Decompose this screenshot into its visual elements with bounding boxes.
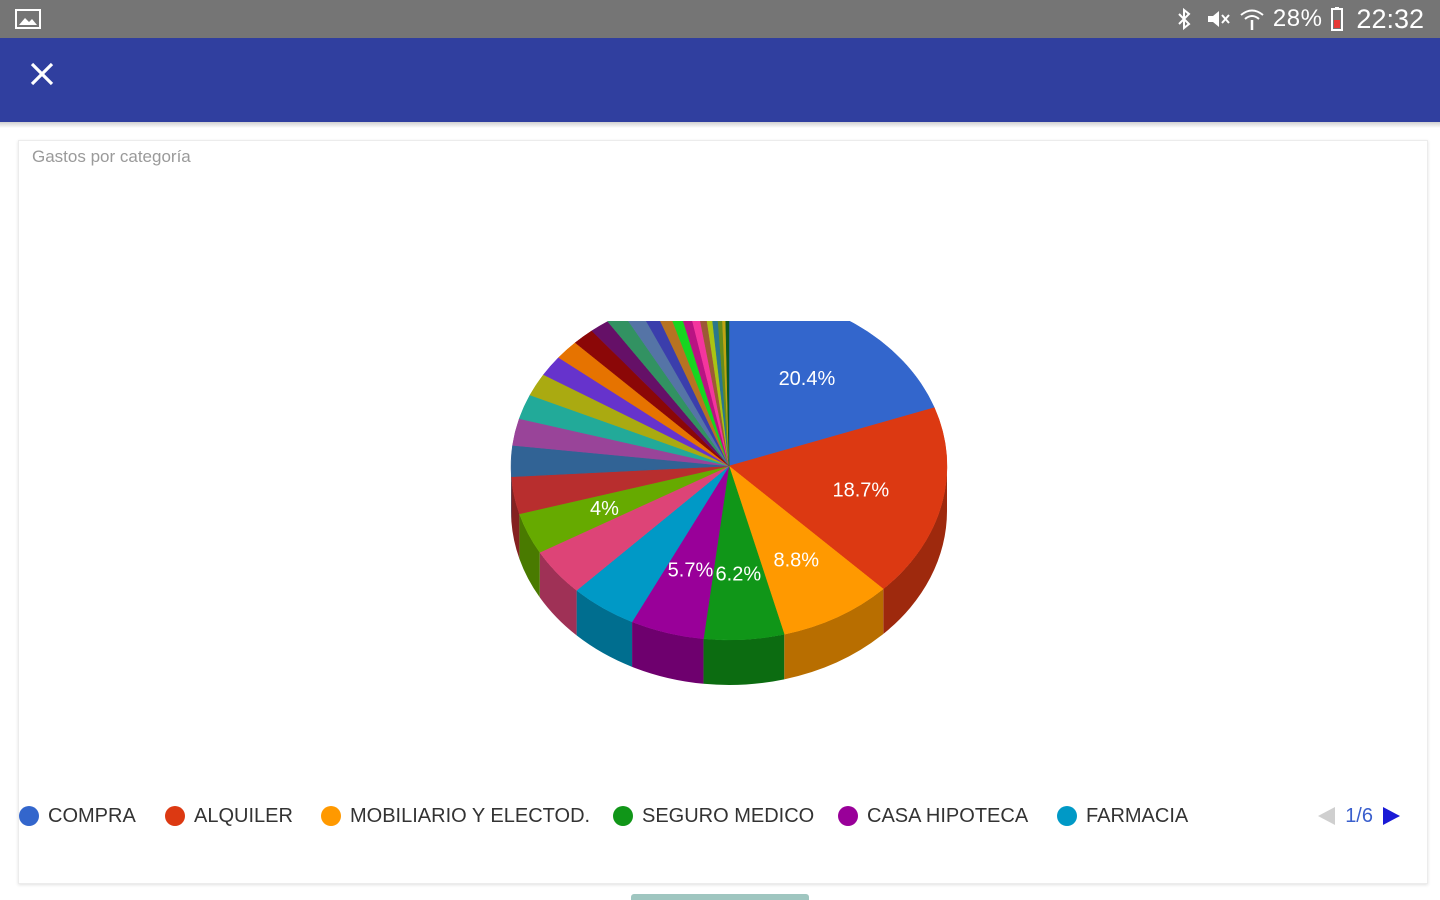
legend-label: COMPRA	[48, 804, 136, 827]
pie-slice-label: 6.2%	[716, 564, 762, 586]
pie-slice-label: 5.7%	[668, 559, 714, 581]
legend-color-dot	[321, 806, 341, 826]
pie-slice-side	[539, 552, 577, 636]
battery-low-icon	[1331, 7, 1344, 31]
pie-slice-side	[883, 466, 947, 634]
pie-slice-label: 8.8%	[773, 550, 819, 572]
bottom-sheet-handle[interactable]	[631, 894, 809, 900]
legend-item[interactable]: COMPRA	[19, 801, 136, 831]
pie-slice-label: 20.4%	[779, 368, 836, 390]
pie-slice-label: 18.7%	[833, 480, 890, 502]
legend-color-dot	[165, 806, 185, 826]
gallery-icon	[15, 9, 41, 29]
pie-slice[interactable]	[728, 407, 948, 590]
legend-item[interactable]: CASA HIPOTECA	[838, 801, 1028, 831]
legend-pager: 1/6	[1315, 801, 1403, 831]
pie-slice-side	[632, 621, 704, 684]
app-bar	[0, 38, 1440, 122]
battery-percentage: 28%	[1272, 5, 1323, 32]
pie-slice[interactable]	[728, 465, 884, 635]
legend-color-dot	[1057, 806, 1077, 826]
pie-slice[interactable]	[721, 321, 730, 467]
pie-slice[interactable]	[725, 321, 730, 467]
pie-slice[interactable]	[623, 321, 730, 467]
legend-label: FARMACIA	[1086, 804, 1189, 827]
wifi-icon	[1240, 9, 1264, 30]
pie-slice[interactable]	[607, 321, 730, 467]
mute-icon	[1207, 11, 1230, 27]
pie-chart[interactable]: 20.4% 18.7% 8.8% 6.2%5.7% 4%	[479, 321, 979, 741]
chart-title: Gastos por categoría	[32, 147, 191, 166]
pie-slice-side	[511, 476, 520, 559]
legend-page-indicator: 1/6	[1345, 804, 1373, 827]
close-icon[interactable]	[24, 56, 60, 92]
app-bar-shadow	[0, 122, 1440, 128]
pie-slice-side	[784, 588, 884, 680]
legend-item[interactable]: SEGURO MEDICO	[613, 801, 814, 831]
legend-color-dot	[613, 806, 633, 826]
pie-slice-side	[703, 634, 785, 685]
legend-label: MOBILIARIO Y ELECTOD.	[350, 804, 591, 827]
legend-label: SEGURO MEDICO	[642, 804, 815, 827]
legend-item[interactable]: ALQUILER	[165, 801, 293, 831]
chart-card: Gastos por categoría 20.4% 18.7% 8.8% 6.2% 5…	[18, 140, 1428, 884]
bluetooth-icon	[1178, 7, 1191, 31]
legend-label: CASA HIPOTECA	[867, 804, 1029, 827]
pie-slice[interactable]	[676, 321, 730, 467]
prev-page-icon[interactable]	[1315, 805, 1337, 827]
legend-item[interactable]: FARMACIA	[1057, 801, 1188, 831]
pie-slice[interactable]	[652, 321, 730, 467]
status-icons: 28% 22:32	[1171, 0, 1424, 38]
pie-slice[interactable]	[709, 321, 730, 467]
next-page-icon[interactable]	[1381, 805, 1403, 827]
pie-slice-side	[576, 590, 633, 667]
clock: 22:32	[1356, 3, 1424, 34]
pie-slice[interactable]	[695, 321, 730, 467]
pie-slice-label: 4%	[590, 498, 619, 520]
chart-legend: COMPRA ALQUILER MOBILIARIO Y ELECTOD. SEGUR…	[19, 801, 1319, 831]
legend-label: ALQUILER	[194, 804, 293, 827]
pie-slice[interactable]	[728, 321, 935, 467]
pie-slice-side	[519, 513, 540, 598]
legend-item[interactable]: MOBILIARIO Y ELECTOD.	[321, 801, 590, 831]
legend-color-dot	[838, 806, 858, 826]
legend-color-dot	[19, 806, 39, 826]
status-bar: 28% 22:32	[0, 0, 1440, 38]
